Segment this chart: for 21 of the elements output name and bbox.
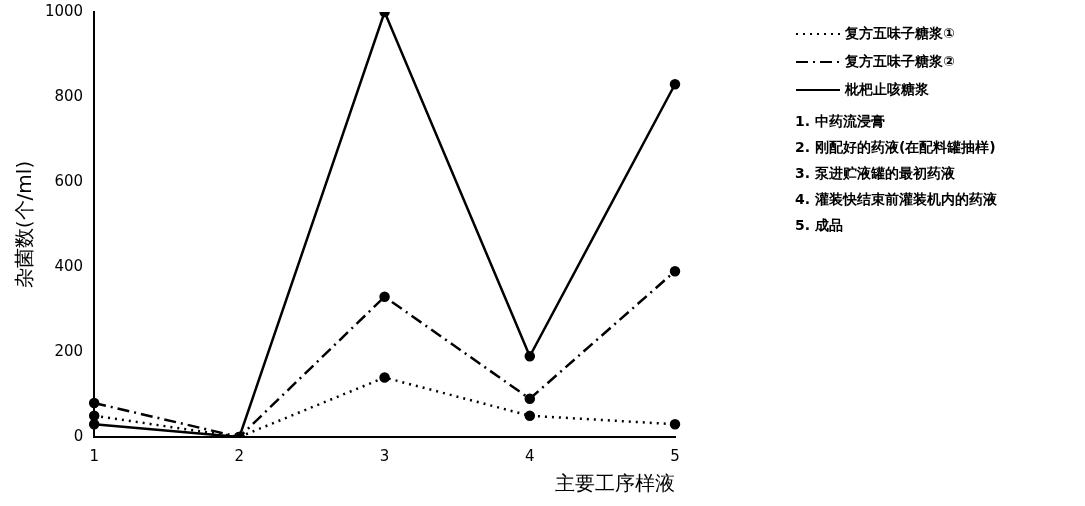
y-tick-label: 0 bbox=[73, 426, 84, 445]
legend-label: 复方五味子糖浆① bbox=[845, 25, 955, 43]
legend-label: 复方五味子糖浆② bbox=[845, 53, 955, 71]
y-tick-label: 600 bbox=[54, 171, 84, 190]
y-tick-label: 800 bbox=[54, 86, 84, 105]
text: 1. 中药流浸膏 bbox=[795, 112, 886, 131]
y-axis-title: 杂菌数(个/ml) bbox=[12, 160, 37, 289]
x-tick-label: 1 bbox=[89, 446, 99, 465]
text: 3. 泵进贮液罐的最初药液 bbox=[795, 164, 956, 183]
text: 4. 灌装快结束前灌装机内的药液 bbox=[795, 190, 997, 209]
text: 5. 成品 bbox=[795, 216, 844, 235]
x-tick-label: 3 bbox=[379, 446, 390, 465]
text: 2. 刚配好的药液(在配料罐抽样) bbox=[795, 138, 997, 157]
y-tick-label: 400 bbox=[54, 256, 84, 275]
x-tick-label: 2 bbox=[234, 446, 245, 465]
x-tick-label: 5 bbox=[670, 446, 680, 465]
x-axis-title: 主要工序样液 bbox=[555, 471, 675, 496]
x-tick-label: 4 bbox=[525, 446, 535, 465]
y-tick-label: 1000 bbox=[44, 1, 84, 20]
legend-label: 枇杷止咳糖浆 bbox=[845, 81, 929, 99]
y-tick-label: 200 bbox=[54, 341, 84, 360]
